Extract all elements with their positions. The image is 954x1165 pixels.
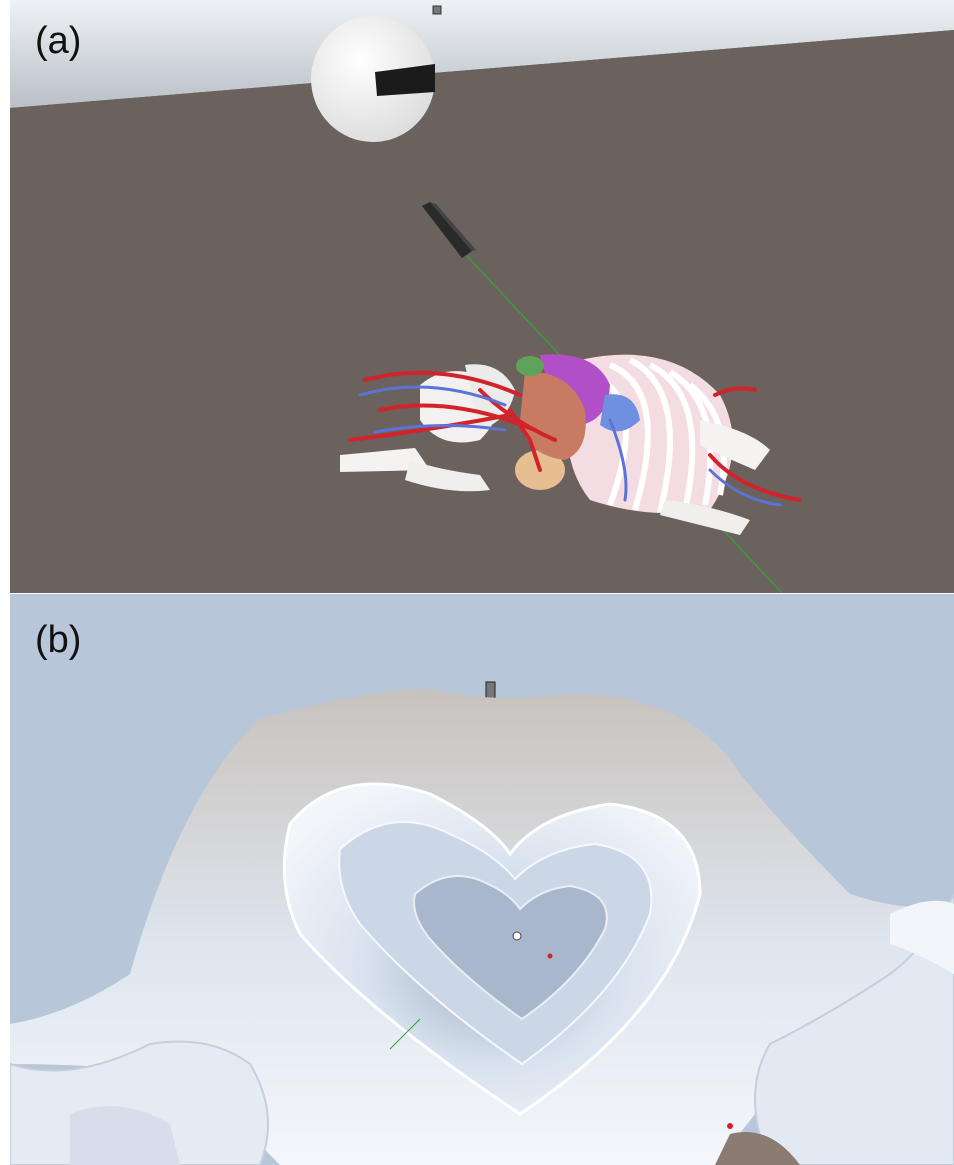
bone-right-upper [890,900,954,974]
liver [520,371,586,460]
stomach [540,354,610,425]
scene-a [10,0,954,593]
gizmo-icon [432,5,442,15]
panel-label-a: (a) [35,20,82,62]
artery-marker [727,1123,733,1129]
panel-b: (b) [10,594,954,1165]
target-point [512,931,522,941]
vr-headset-icon [375,64,435,96]
bone-left-lower [70,1106,180,1165]
panel-label-b: (b) [35,619,82,661]
horizon-sky [10,0,954,108]
gizmo-icon [485,681,496,701]
anatomy-model [340,354,802,535]
tunnel-inner [413,875,608,1021]
ground-patch [715,1132,800,1165]
panel-a: (a) [10,0,954,593]
scene-b [10,594,954,1165]
head-sphere-icon [311,16,435,142]
controller-icon [422,202,476,258]
ground-plane [10,30,954,593]
laser-pointer-icon [389,1018,421,1050]
artery-marker [547,953,553,959]
